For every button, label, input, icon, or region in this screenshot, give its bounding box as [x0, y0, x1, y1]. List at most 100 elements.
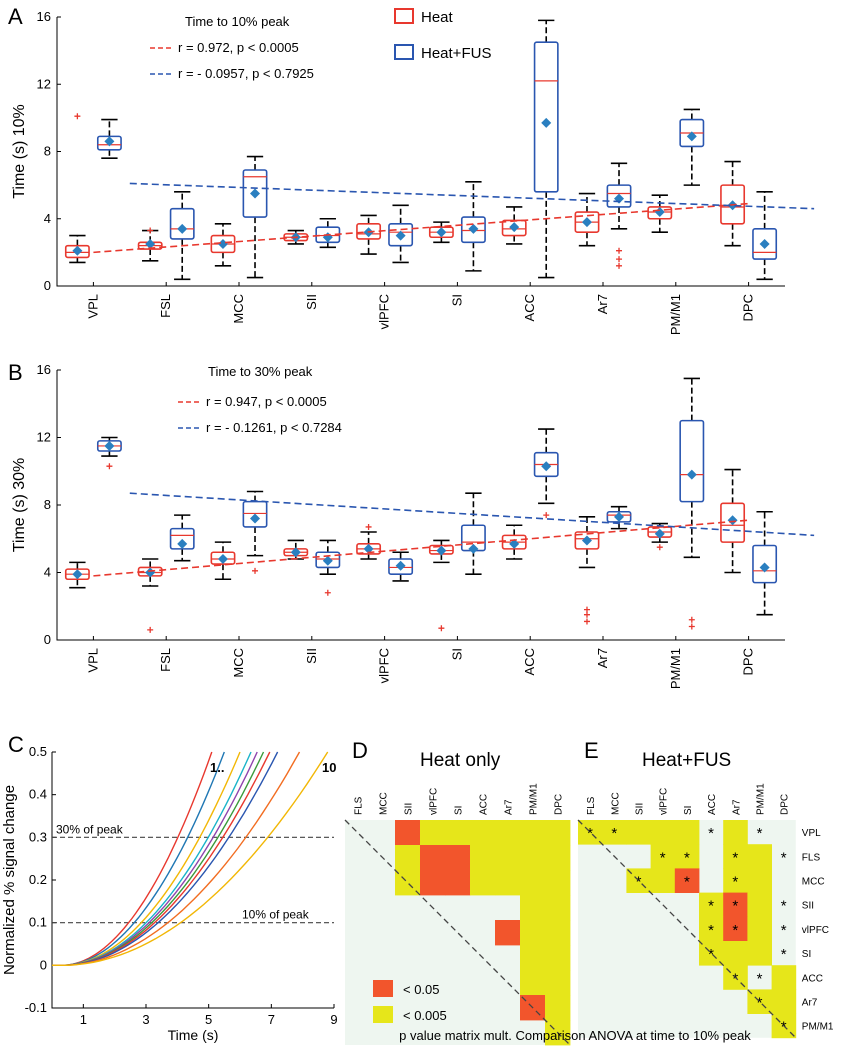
- column-label: DPC: [554, 794, 565, 815]
- mean-marker: [177, 538, 188, 549]
- panel-letter: C: [8, 732, 24, 757]
- p-value-cell: [723, 868, 748, 893]
- box-plot-vlpfc: [388, 551, 414, 582]
- box-plot-fsl: [169, 514, 195, 562]
- y-tick-label: 4: [44, 565, 51, 580]
- legend-swatch: [373, 980, 393, 997]
- mean-marker: [395, 230, 406, 241]
- series-heat-fus: [96, 377, 778, 630]
- significance-star: *: [708, 825, 714, 842]
- category-label: SII: [304, 294, 319, 310]
- chart-title: Time to 30% peak: [208, 364, 313, 379]
- box-plot-acc: [533, 428, 559, 519]
- p-value-cell: [674, 844, 700, 869]
- p-value-cell: [520, 870, 546, 896]
- mean-marker: [250, 513, 261, 524]
- category-label: Ar7: [595, 648, 610, 668]
- p-value-cell: [650, 844, 676, 869]
- outlier: [583, 606, 590, 613]
- significance-star: *: [757, 970, 763, 987]
- panel-letter: D: [352, 738, 368, 763]
- mean-marker: [395, 560, 406, 571]
- category-label: MCC: [231, 294, 246, 324]
- regression-line: [129, 492, 815, 537]
- significance-star: *: [636, 874, 642, 891]
- legend-label: < 0.005: [403, 1008, 447, 1023]
- box-iqr: [242, 169, 268, 218]
- outlier: [616, 256, 623, 263]
- column-label: MCC: [379, 792, 390, 815]
- box-plot-mcc: [242, 155, 268, 279]
- p-value-cell: [723, 892, 748, 918]
- box-plot-fsl: [137, 227, 163, 262]
- column-label: PM/M1: [756, 783, 767, 815]
- mean-marker: [104, 136, 115, 147]
- mean-marker: [145, 238, 156, 249]
- p-value-cell: [674, 820, 700, 845]
- p-value-cell: [602, 820, 627, 845]
- box-iqr: [752, 228, 778, 260]
- column-label: MCC: [610, 792, 621, 815]
- box-plot-mcc: [242, 490, 268, 574]
- mean-marker: [581, 535, 592, 546]
- box-plot-fsl: [137, 558, 163, 633]
- box-plot-sii: [315, 217, 341, 249]
- column-label: FLS: [354, 796, 365, 815]
- row-label: ACC: [802, 973, 823, 984]
- column-label: Ar7: [731, 799, 742, 815]
- outlier: [583, 611, 590, 618]
- stat-label: r = 0.972, p < 0.0005: [178, 40, 299, 55]
- column-label: DPC: [780, 794, 791, 815]
- mean-marker: [290, 547, 301, 558]
- category-label: FSL: [158, 648, 173, 672]
- mean-marker: [654, 207, 665, 218]
- p-value-cell: [626, 820, 651, 845]
- box-plot-vlpfc: [388, 204, 414, 264]
- p-value-cell: [545, 970, 571, 996]
- p-value-cell: [470, 820, 496, 846]
- y-tick-label: 8: [44, 144, 51, 159]
- legend-swatch: [394, 8, 414, 24]
- p-value-cell: [545, 920, 571, 946]
- category-label: SI: [449, 294, 464, 306]
- mean-marker: [436, 227, 447, 238]
- p-value-cell: [747, 892, 772, 918]
- x-tick-label: 1: [80, 1012, 87, 1027]
- column-label: SI: [683, 806, 694, 815]
- box-iqr: [388, 222, 414, 247]
- box-plot-vpl: [64, 561, 90, 589]
- category-label: DPC: [741, 648, 756, 675]
- row-label: vlPFC: [802, 925, 829, 936]
- outlier: [688, 623, 695, 630]
- regression-line: [129, 182, 815, 210]
- significance-star: *: [708, 946, 714, 963]
- mean-marker: [217, 238, 228, 249]
- p-value-cell: [747, 844, 772, 869]
- outlier: [688, 616, 695, 623]
- p-value-cell: [674, 868, 700, 893]
- mean-marker: [654, 528, 665, 539]
- stat-label: r = - 0.0957, p < 0.7925: [178, 66, 314, 81]
- box-plot-vpl: [96, 436, 122, 470]
- p-value-cell: [699, 892, 724, 918]
- outlier: [147, 626, 154, 633]
- box-plot-ar7: [574, 516, 600, 625]
- significance-star: *: [708, 898, 714, 915]
- category-label: PM/M1: [668, 294, 683, 335]
- signal-curve: [52, 751, 271, 966]
- regression-line: [93, 202, 749, 254]
- p-value-cell: [495, 845, 521, 871]
- p-value-cell: [445, 820, 471, 846]
- p-value-cell: [545, 845, 571, 871]
- series-heat: [64, 113, 746, 267]
- mean-marker: [686, 469, 697, 480]
- row-label: SI: [802, 949, 811, 960]
- outlier: [252, 567, 259, 574]
- significance-star: *: [732, 849, 738, 866]
- box-iqr: [96, 135, 122, 151]
- legend: Heat Heat+FUS: [394, 8, 491, 62]
- significance-star: *: [732, 970, 738, 987]
- mean-marker: [541, 461, 552, 472]
- p-value-cell: [520, 970, 546, 996]
- significance-star: *: [781, 1019, 787, 1036]
